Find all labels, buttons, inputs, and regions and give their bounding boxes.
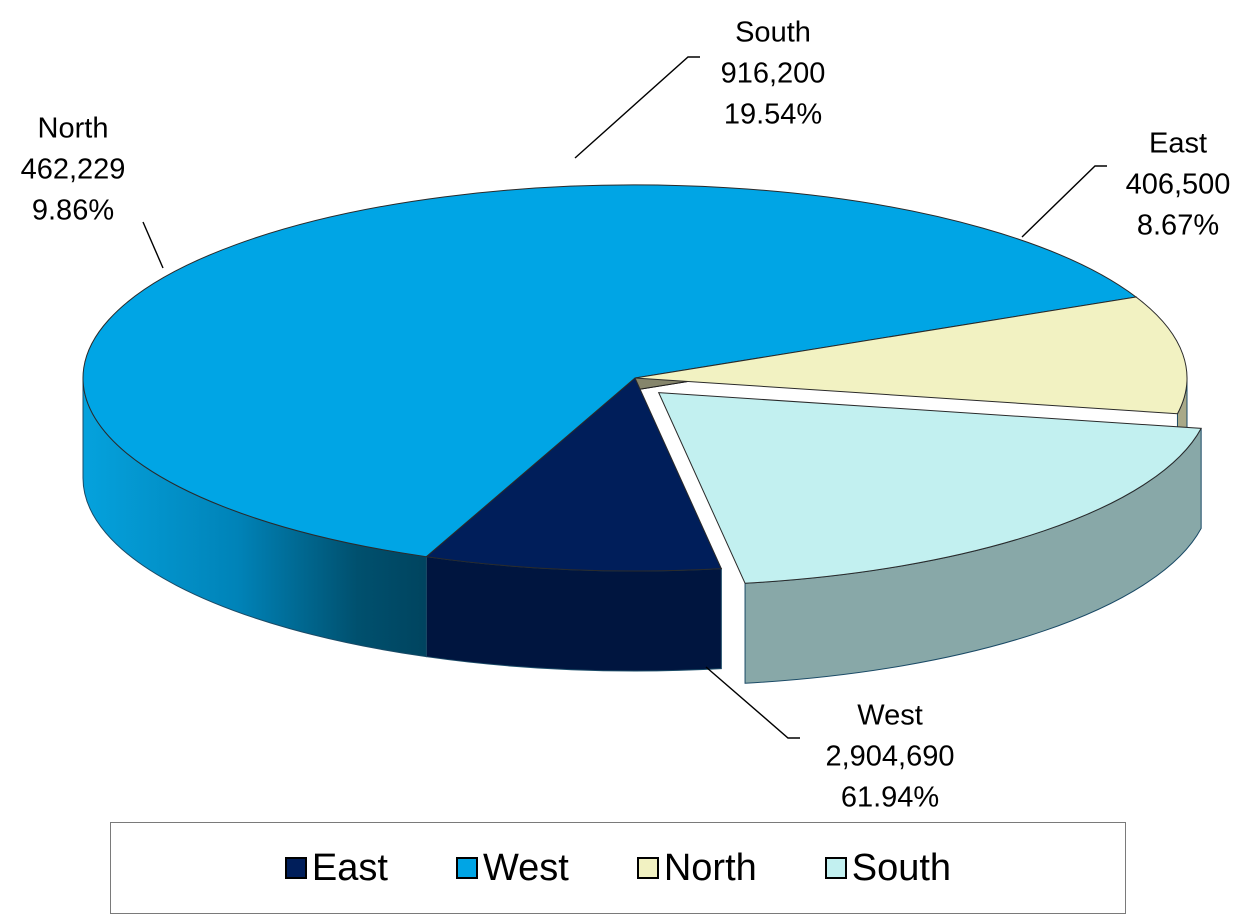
east-slice-side [425, 556, 722, 672]
south-data-label-value: 916,200 [721, 58, 826, 90]
north-data-label-percent: 9.86% [32, 195, 114, 227]
legend-swatch-west [455, 857, 478, 879]
chart-legend: East West North South [110, 822, 1126, 914]
west-data-label-name: West [857, 700, 923, 732]
legend-swatch-east [284, 857, 307, 879]
south-data-label-name: South [735, 17, 811, 49]
legend-swatch-north [636, 857, 659, 879]
north-data-label-value: 462,229 [21, 154, 126, 186]
west-data-label-percent: 61.94% [841, 782, 939, 814]
legend-label-north: North [663, 847, 757, 889]
north-leader-line [142, 221, 164, 269]
legend-swatch-south [824, 857, 847, 879]
south-leader-line [574, 56, 700, 159]
west-leader-line [705, 666, 800, 739]
legend-item-north: North [636, 847, 757, 889]
east-data-label-value: 406,500 [1126, 169, 1231, 201]
south-slice [657, 392, 1202, 584]
legend-item-south: South [824, 847, 952, 889]
legend-item-west: West [455, 847, 569, 889]
east-slice [425, 377, 723, 572]
north-data-label-name: North [38, 113, 109, 145]
legend-label-west: West [482, 847, 569, 889]
legend-label-south: South [851, 847, 952, 889]
west-slice [82, 184, 1138, 558]
north-slice [634, 296, 1188, 415]
east-data-label-name: East [1149, 128, 1207, 160]
east-data-label-percent: 8.67% [1137, 210, 1219, 242]
west-data-label-value: 2,904,690 [825, 741, 954, 773]
legend-label-east: East [311, 847, 388, 889]
east-leader-line [1021, 165, 1107, 238]
legend-item-east: East [284, 847, 388, 889]
south-data-label-percent: 19.54% [724, 99, 822, 131]
